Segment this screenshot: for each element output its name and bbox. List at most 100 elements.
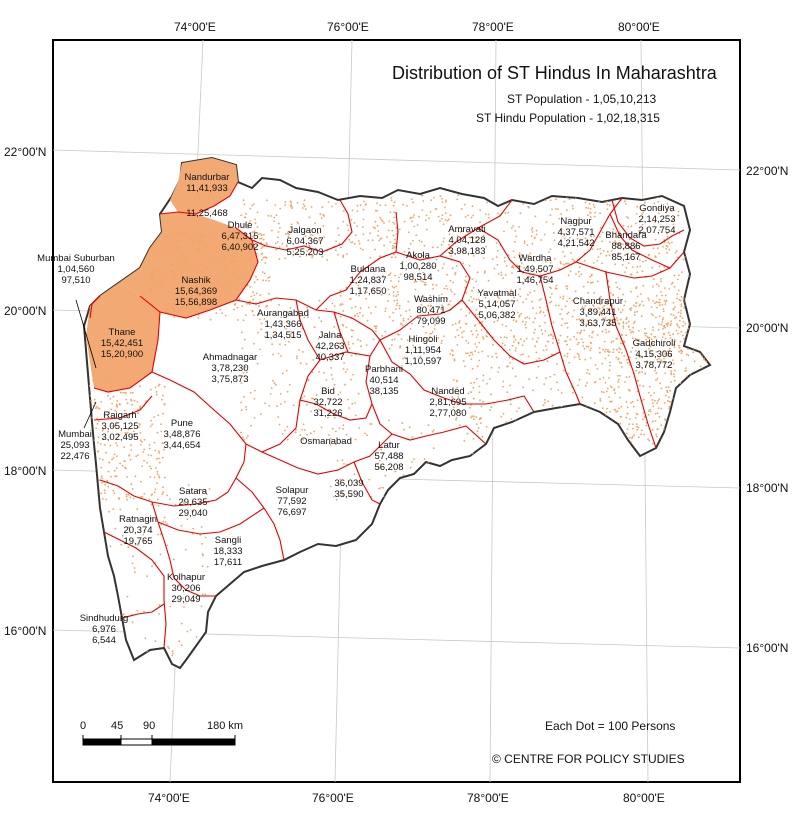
population-dot — [419, 355, 422, 358]
population-dot — [646, 360, 648, 363]
population-dot — [411, 275, 414, 278]
population-dot — [540, 269, 543, 272]
district-label-raigarh: Raigarh 3,05,125 3,02,495 — [101, 410, 139, 443]
population-dot — [465, 352, 467, 355]
population-dot — [144, 637, 147, 640]
population-dot — [157, 504, 160, 507]
population-dot — [347, 480, 350, 482]
population-dot — [409, 217, 412, 220]
population-dot — [272, 353, 274, 356]
population-dot — [407, 300, 410, 303]
population-dot — [288, 383, 291, 386]
population-dot — [153, 416, 156, 418]
population-dot — [668, 248, 671, 251]
population-dot — [338, 234, 340, 237]
population-dot — [267, 277, 269, 279]
population-dot — [630, 290, 632, 293]
population-dot — [689, 373, 692, 375]
population-dot — [647, 413, 650, 416]
population-dot — [432, 429, 435, 432]
population-dot — [662, 317, 664, 319]
population-dot — [680, 305, 683, 308]
population-dot — [97, 450, 99, 452]
population-dot — [112, 395, 115, 398]
population-dot — [620, 311, 622, 314]
population-dot — [333, 305, 336, 307]
population-dot — [299, 434, 302, 437]
population-dot — [213, 283, 216, 285]
population-dot — [557, 342, 560, 344]
population-dot — [186, 231, 189, 234]
population-dot — [129, 382, 131, 385]
population-dot — [552, 321, 555, 324]
population-dot — [339, 391, 342, 394]
population-dot — [327, 391, 330, 394]
population-dot — [374, 227, 376, 230]
population-dot — [256, 211, 259, 214]
population-dot — [412, 239, 414, 242]
population-dot — [622, 322, 625, 325]
population-dot — [653, 336, 656, 338]
population-dot — [636, 390, 639, 393]
population-dot — [161, 243, 164, 246]
population-dot — [495, 352, 497, 355]
district-label-akola: Akola 1,00,280 98,514 — [399, 250, 437, 283]
population-dot — [377, 466, 380, 469]
population-dot — [701, 355, 703, 357]
population-dot — [549, 301, 551, 304]
population-dot — [399, 273, 402, 275]
population-dot — [617, 296, 620, 299]
population-dot — [604, 328, 607, 331]
population-dot — [514, 349, 517, 352]
population-dot — [559, 261, 562, 263]
population-dot — [665, 299, 668, 302]
population-dot — [659, 207, 661, 210]
population-dot — [456, 386, 459, 389]
population-dot — [158, 461, 161, 464]
population-dot — [505, 421, 508, 423]
population-dot — [330, 485, 332, 488]
population-dot — [462, 248, 465, 251]
population-dot — [320, 239, 323, 241]
population-dot — [240, 382, 243, 384]
population-dot — [492, 343, 494, 346]
population-dot — [582, 345, 585, 347]
population-dot — [525, 337, 528, 340]
population-dot — [477, 351, 480, 354]
population-dot — [260, 237, 263, 240]
population-dot — [416, 224, 419, 226]
population-dot — [495, 292, 498, 295]
population-dot — [685, 367, 687, 370]
population-dot — [133, 399, 136, 402]
population-dot — [673, 343, 675, 346]
population-dot — [388, 274, 391, 276]
population-dot — [141, 495, 144, 498]
population-dot — [633, 304, 635, 307]
population-dot — [423, 244, 426, 247]
population-dot — [205, 266, 208, 269]
district-label-parbhani: Parbhani 40,514 38,135 — [364, 364, 404, 397]
population-dot — [289, 230, 291, 233]
population-dot — [523, 266, 526, 269]
population-dot — [97, 436, 100, 439]
population-dot — [159, 269, 162, 272]
population-dot — [589, 207, 592, 210]
population-dot — [535, 268, 538, 271]
population-dot — [605, 254, 608, 257]
population-dot — [506, 304, 509, 307]
population-dot — [482, 337, 485, 340]
population-dot — [626, 412, 629, 415]
population-dot — [568, 297, 571, 300]
population-dot — [588, 242, 590, 245]
population-dot — [625, 266, 628, 269]
population-dot — [589, 275, 592, 278]
population-dot — [666, 354, 668, 357]
population-dot — [303, 316, 306, 319]
population-dot — [513, 240, 516, 243]
population-dot — [308, 216, 311, 219]
population-dot — [437, 269, 440, 272]
population-dot — [281, 242, 284, 245]
population-dot — [572, 260, 575, 262]
population-dot — [331, 378, 334, 380]
population-dot — [181, 259, 184, 261]
